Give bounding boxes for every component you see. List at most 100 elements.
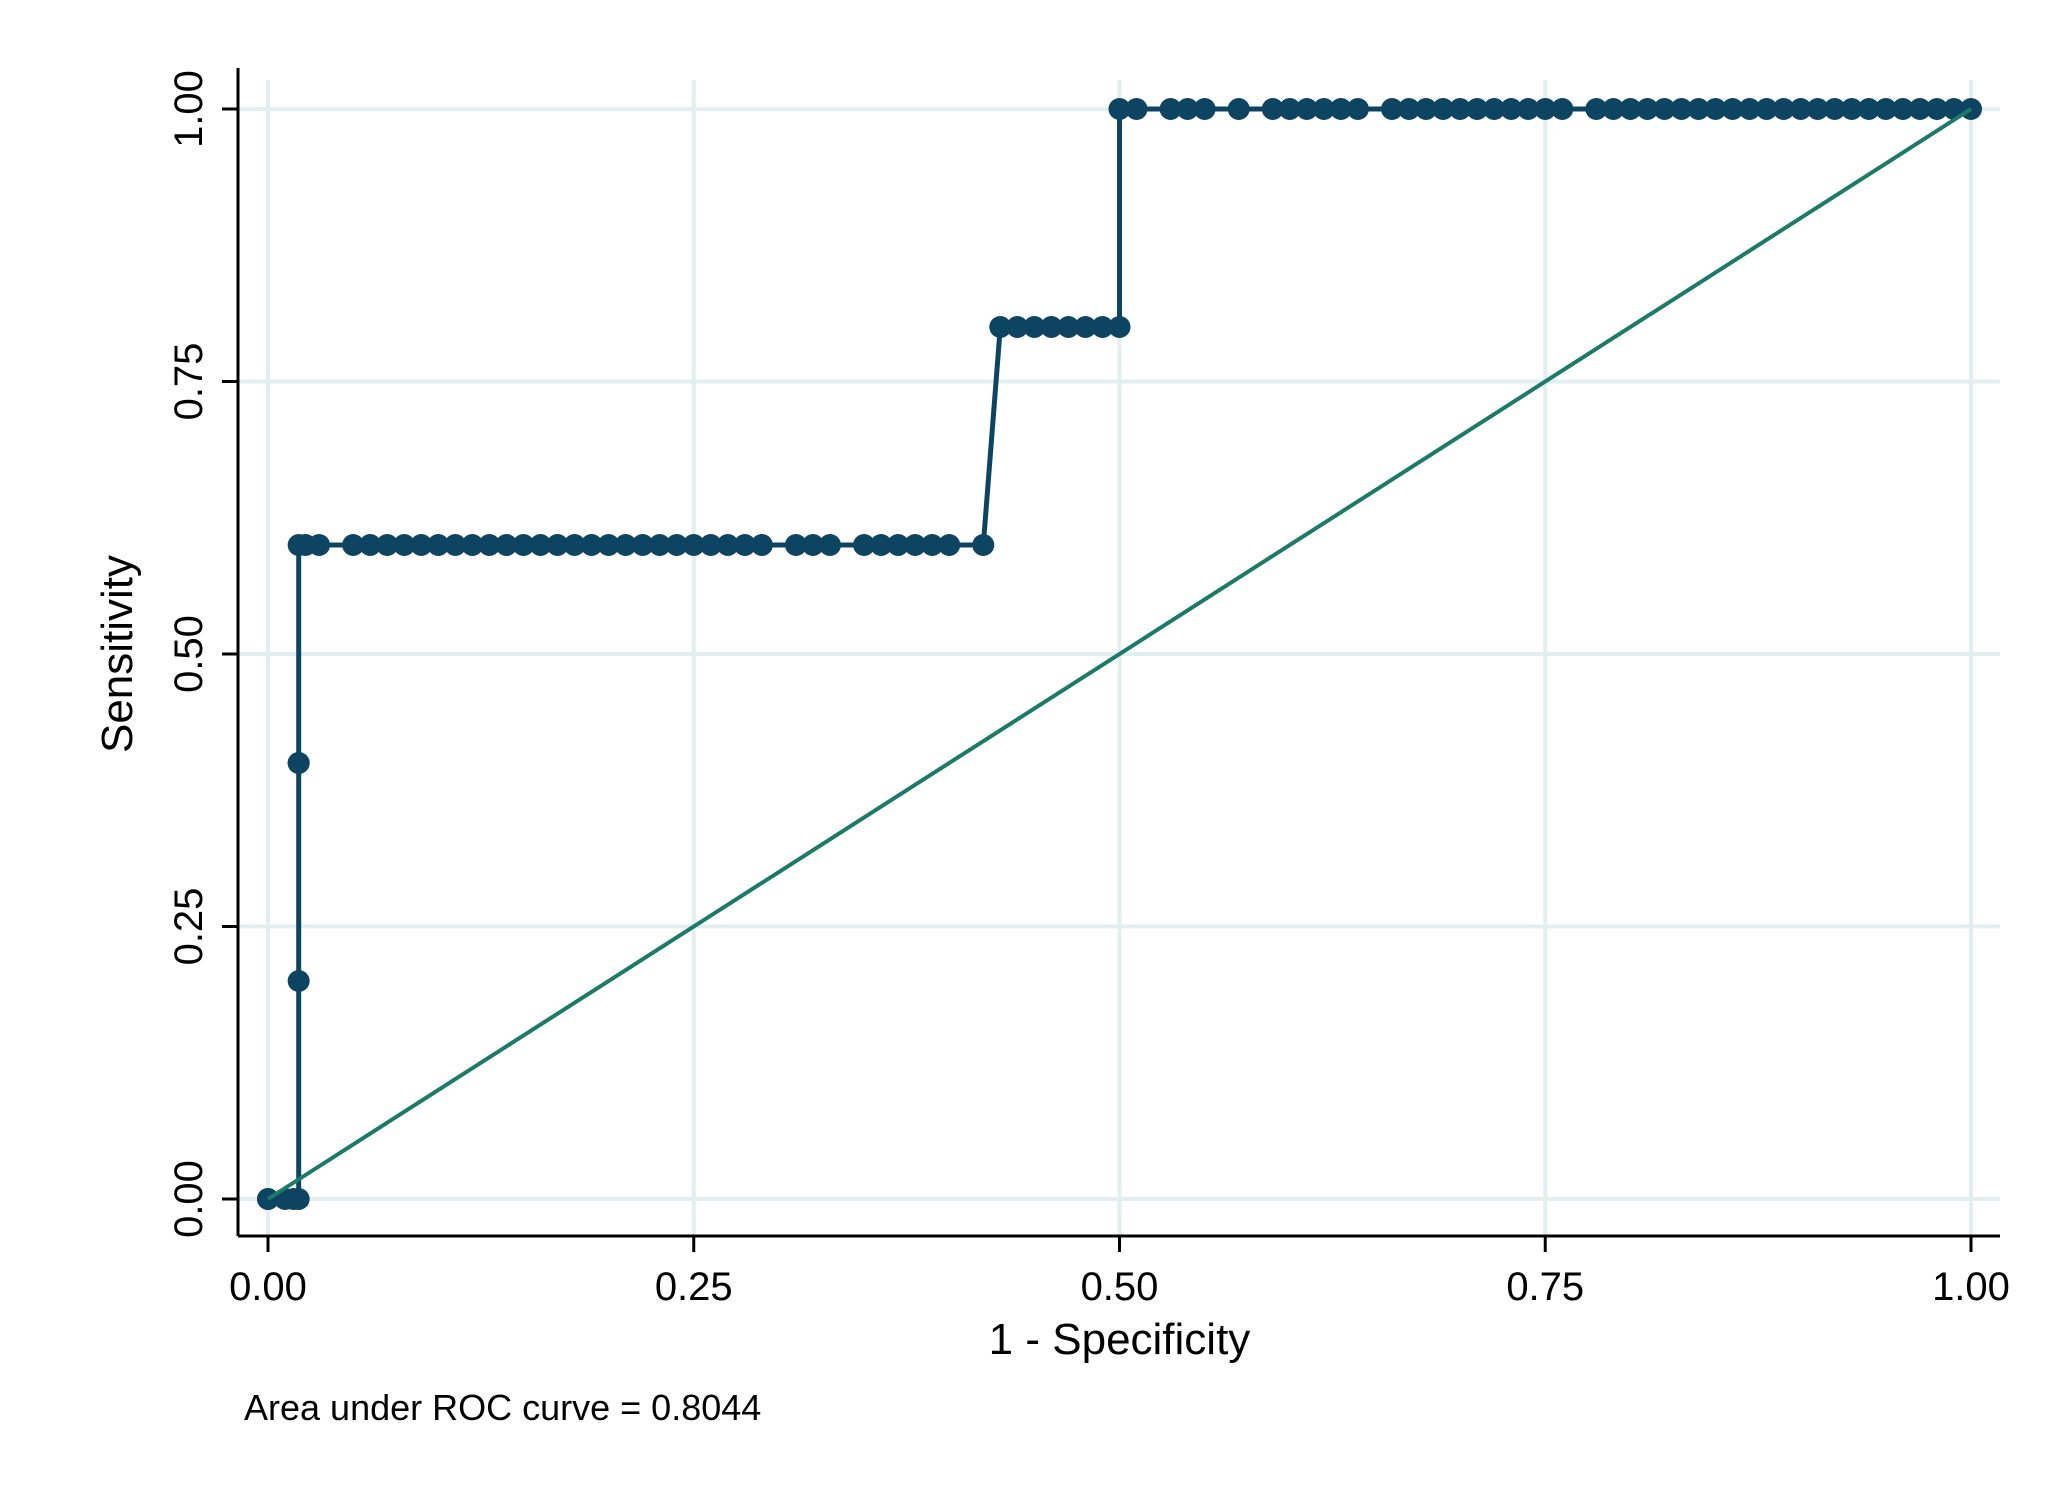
roc-point: [1517, 98, 1540, 120]
roc-point: [393, 534, 416, 556]
roc-point: [1176, 98, 1199, 120]
roc-point: [1806, 98, 1829, 120]
roc-point: [1551, 98, 1574, 120]
roc-point: [546, 534, 569, 556]
roc-point: [1789, 98, 1812, 120]
roc-point: [1108, 98, 1131, 120]
roc-point: [1278, 98, 1301, 120]
roc-point: [648, 534, 671, 556]
series-layer: [257, 98, 1982, 1210]
roc-point: [410, 534, 433, 556]
roc-point: [359, 534, 382, 556]
roc-point: [1227, 98, 1250, 120]
roc-point: [1704, 98, 1727, 120]
roc-point: [716, 534, 739, 556]
roc-point: [614, 534, 637, 556]
roc-point: [733, 534, 756, 556]
roc-point: [921, 534, 944, 556]
x-tick-label: 0.50: [1081, 1265, 1159, 1309]
roc-point: [444, 534, 467, 556]
roc-point: [1125, 98, 1148, 120]
y-tick-label: 0.75: [167, 343, 211, 421]
roc-point: [1636, 98, 1659, 120]
x-tick-label: 0.75: [1506, 1265, 1584, 1309]
roc-point: [287, 970, 310, 992]
roc-point: [989, 316, 1012, 338]
roc-point: [376, 534, 399, 556]
tick-labels: 0.00 0.00 0.25 0.25 0.50 0.50 0.75 0.75 1.00 1.00: [167, 70, 2010, 1309]
roc-point: [1159, 98, 1182, 120]
roc-point: [870, 534, 893, 556]
y-tick-label: 0.50: [167, 615, 211, 693]
roc-point: [784, 534, 807, 556]
reference-line: [266, 107, 1973, 1201]
roc-point: [801, 534, 824, 556]
roc-point: [1295, 98, 1318, 120]
roc-point: [580, 534, 603, 556]
roc-point: [287, 752, 310, 774]
y-tick-label: 1.00: [167, 70, 211, 148]
roc-point: [1432, 98, 1455, 120]
roc-point: [1687, 98, 1710, 120]
roc-point: [1619, 98, 1642, 120]
roc-point: [563, 534, 586, 556]
roc-point: [1874, 98, 1897, 120]
roc-point: [1346, 98, 1369, 120]
roc-point: [1483, 98, 1506, 120]
roc-point: [1074, 316, 1097, 338]
roc-point: [1500, 98, 1523, 120]
roc-point: [1193, 98, 1216, 120]
roc-point: [512, 534, 535, 556]
roc-point: [1466, 98, 1489, 120]
roc-point: [1057, 316, 1080, 338]
auc-note: Area under ROC curve = 0.8044: [244, 1387, 761, 1428]
roc-point: [478, 534, 501, 556]
roc-point: [1380, 98, 1403, 120]
roc-point: [887, 534, 910, 556]
roc-point: [1329, 98, 1352, 120]
roc-point: [1823, 98, 1846, 120]
axes-layer: [222, 68, 2000, 1252]
roc-point: [1891, 98, 1914, 120]
roc-point: [665, 534, 688, 556]
roc-point: [1312, 98, 1335, 120]
roc-point: [972, 534, 995, 556]
roc-point: [1108, 316, 1131, 338]
roc-point: [342, 534, 365, 556]
roc-point: [682, 534, 705, 556]
roc-point: [529, 534, 552, 556]
roc-point: [1040, 316, 1063, 338]
roc-point: [1602, 98, 1625, 120]
y-tick-label: 0.25: [167, 888, 211, 966]
roc-point: [818, 534, 841, 556]
roc-point: [308, 534, 331, 556]
roc-point: [1653, 98, 1676, 120]
roc-point: [1721, 98, 1744, 120]
roc-point: [1415, 98, 1438, 120]
roc-point: [1023, 316, 1046, 338]
roc-point: [1006, 316, 1029, 338]
roc-point: [1398, 98, 1421, 120]
roc-point: [1738, 98, 1761, 120]
y-axis-title: Sensitivity: [93, 555, 142, 753]
roc-point: [1261, 98, 1284, 120]
x-tick-label: 1.00: [1932, 1265, 2010, 1309]
roc-point: [1091, 316, 1114, 338]
roc-point: [1670, 98, 1693, 120]
x-axis-title: 1 - Specificity: [989, 1315, 1251, 1364]
roc-point: [699, 534, 722, 556]
roc-point: [1755, 98, 1778, 120]
roc-point: [1449, 98, 1472, 120]
x-tick-label: 0.00: [229, 1265, 307, 1309]
roc-point: [1857, 98, 1880, 120]
roc-point: [461, 534, 484, 556]
roc-point: [427, 534, 450, 556]
roc-point: [1908, 98, 1931, 120]
roc-point: [287, 1188, 310, 1210]
roc-point: [495, 534, 518, 556]
roc-point: [938, 534, 961, 556]
roc-point: [1925, 98, 1948, 120]
roc-point: [631, 534, 654, 556]
roc-point: [904, 534, 927, 556]
